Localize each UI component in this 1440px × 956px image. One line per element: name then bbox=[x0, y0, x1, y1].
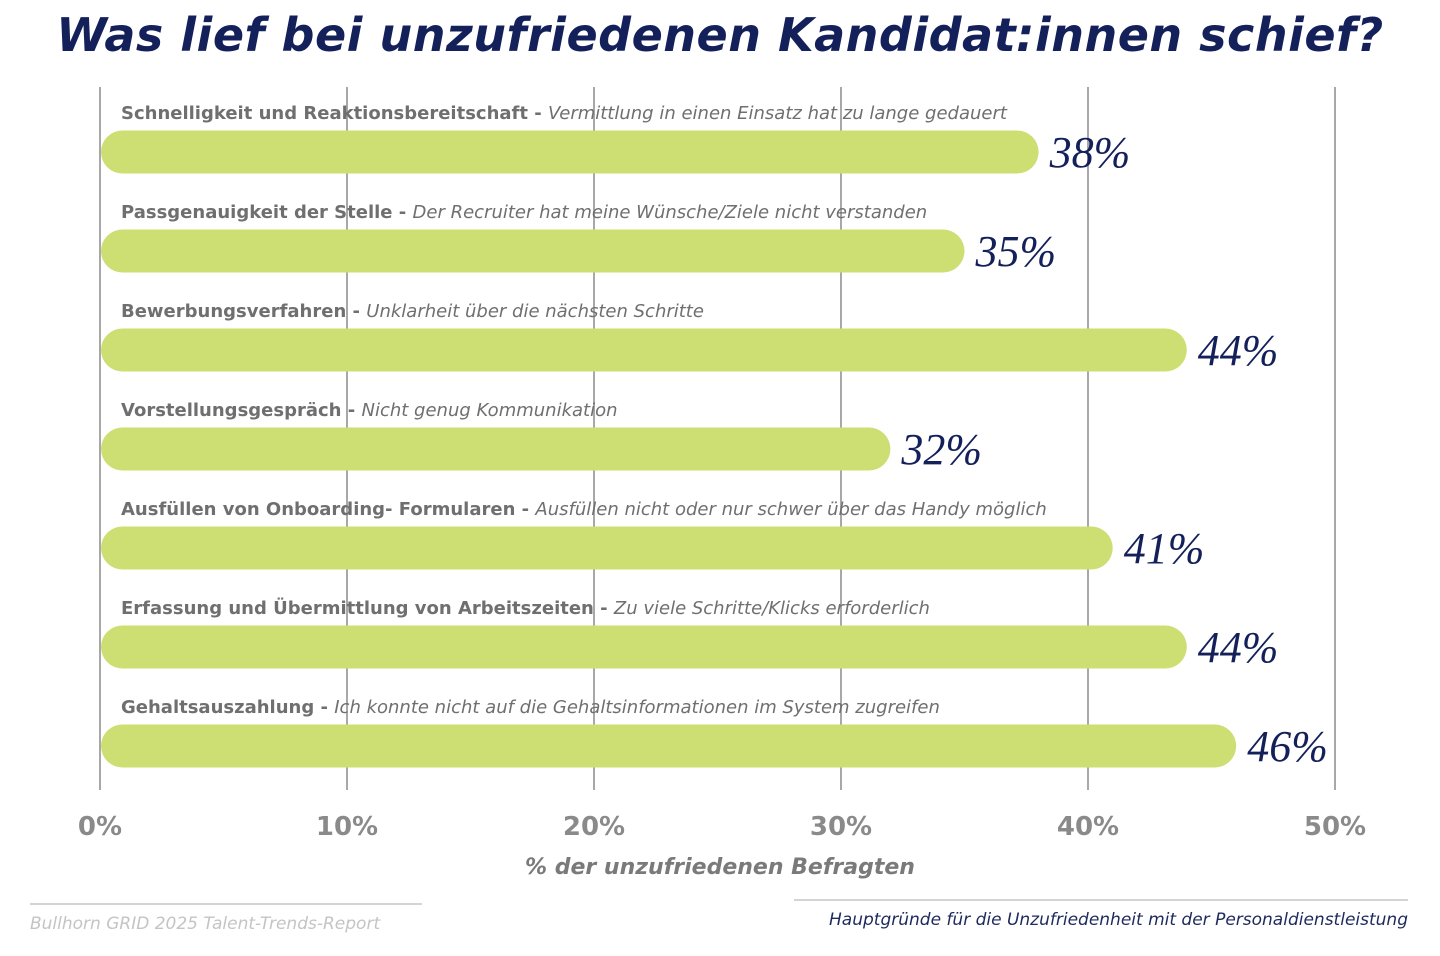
footer-divider-left bbox=[30, 903, 422, 905]
category-name: Ausfüllen von Onboarding- Formularen - bbox=[121, 499, 535, 520]
category-label: Vorstellungsgespräch - Nicht genug Kommu… bbox=[121, 400, 618, 421]
category-name: Vorstellungsgespräch - bbox=[121, 400, 362, 421]
category-detail: Ich konnte nicht auf die Gehaltsinformat… bbox=[334, 697, 940, 718]
category-label: Bewerbungsverfahren - Unklarheit über di… bbox=[121, 301, 704, 322]
x-tick-label: 50% bbox=[1304, 812, 1366, 842]
category-name: Schnelligkeit und Reaktionsbereitschaft … bbox=[121, 103, 548, 124]
category-detail: Ausfüllen nicht oder nur schwer über das… bbox=[534, 499, 1046, 520]
chart-title: Was lief bei unzufriedenen Kandidat:inne… bbox=[56, 8, 1384, 62]
bar bbox=[101, 724, 1237, 768]
bar bbox=[101, 130, 1039, 174]
x-tick-label: 0% bbox=[78, 812, 122, 842]
source-note: Bullhorn GRID 2025 Talent-Trends-Report bbox=[30, 914, 381, 934]
category-name: Gehaltsauszahlung - bbox=[121, 697, 334, 718]
category-name: Erfassung und Übermittlung von Arbeitsze… bbox=[121, 597, 614, 619]
data-label: 35% bbox=[975, 227, 1057, 276]
category-label: Ausfüllen von Onboarding- Formularen - A… bbox=[121, 499, 1047, 520]
bar bbox=[101, 427, 891, 471]
category-detail: Nicht genug Kommunikation bbox=[362, 400, 618, 421]
bar bbox=[101, 328, 1187, 372]
data-label: 44% bbox=[1198, 623, 1279, 672]
bar bbox=[101, 526, 1113, 570]
category-name: Bewerbungsverfahren - bbox=[121, 301, 366, 322]
category-label: Passgenauigkeit der Stelle - Der Recruit… bbox=[121, 202, 927, 223]
data-label: 32% bbox=[900, 425, 982, 474]
x-tick-label: 10% bbox=[316, 812, 378, 842]
data-label: 41% bbox=[1124, 524, 1205, 573]
x-tick-label: 20% bbox=[563, 812, 625, 842]
category-label: Schnelligkeit und Reaktionsbereitschaft … bbox=[121, 103, 1008, 124]
bar bbox=[101, 625, 1187, 669]
category-label: Erfassung und Übermittlung von Arbeitsze… bbox=[121, 597, 930, 619]
data-label: 46% bbox=[1247, 722, 1328, 771]
category-detail: Der Recruiter hat meine Wünsche/Ziele ni… bbox=[413, 202, 928, 223]
category-detail: Vermittlung in einen Einsatz hat zu lang… bbox=[548, 103, 1008, 124]
x-tick-label: 40% bbox=[1057, 812, 1119, 842]
footer-divider-right bbox=[794, 899, 1408, 901]
category-name: Passgenauigkeit der Stelle - bbox=[121, 202, 413, 223]
x-axis-label: % der unzufriedenen Befragten bbox=[525, 855, 915, 880]
bar bbox=[101, 229, 965, 273]
data-label: 44% bbox=[1198, 326, 1279, 375]
category-label: Gehaltsauszahlung - Ich konnte nicht auf… bbox=[121, 697, 940, 718]
data-label: 38% bbox=[1049, 128, 1131, 177]
category-detail: Unklarheit über die nächsten Schritte bbox=[366, 301, 704, 322]
category-detail: Zu viele Schritte/Klicks erforderlich bbox=[613, 598, 930, 619]
chart-caption: Hauptgründe für die Unzufriedenheit mit … bbox=[829, 910, 1408, 930]
x-tick-label: 30% bbox=[810, 812, 872, 842]
bar-chart: Schnelligkeit und Reaktionsbereitschaft … bbox=[78, 87, 1366, 880]
